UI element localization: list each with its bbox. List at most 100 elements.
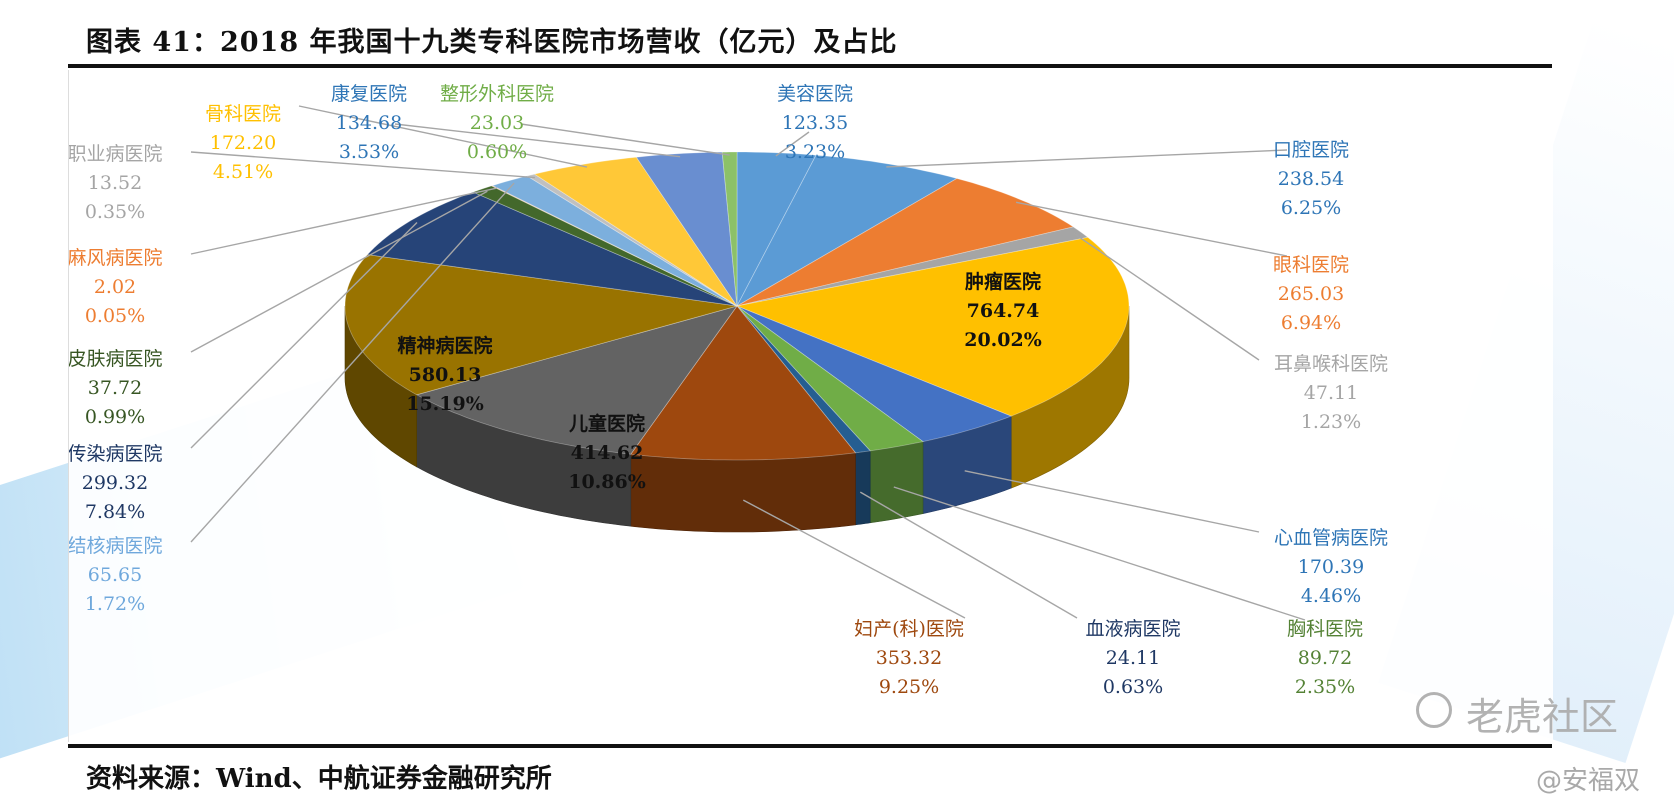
slice-label: 麻风病医院 2.02 0.05% — [69, 247, 163, 327]
chart-area: 美容医院 123.35 3.23% 口腔医院 238.54 6.25% 眼科医院 265.03… — [68, 70, 1553, 742]
slice-5 — [735, 236, 1130, 417]
slice-label-value: 265.03 — [1278, 283, 1344, 305]
slice-label-percent: 0.35% — [85, 201, 145, 223]
leader-line — [298, 105, 588, 168]
slice-label-value: 2.02 — [94, 276, 136, 298]
leader-line — [775, 131, 810, 157]
slice-label-value: 13.52 — [88, 172, 142, 194]
slice-label: 整形外科医院 23.03 0.60% — [440, 83, 554, 163]
slice-label-percent: 10.86% — [568, 471, 646, 493]
slice-label-value: 764.74 — [967, 300, 1040, 322]
slice-label: 结核病医院 65.65 1.72% — [69, 535, 163, 615]
slice-label-value: 580.13 — [409, 364, 482, 386]
slice-label-value: 414.62 — [571, 442, 644, 464]
slice-label-value: 238.54 — [1278, 168, 1344, 190]
leader-lines — [190, 105, 1306, 621]
source-note: 资料来源：Wind、中航证券金融研究所 — [86, 764, 552, 794]
slice-label-value: 89.72 — [1298, 647, 1352, 669]
leader-line — [190, 151, 535, 179]
slice-7 — [736, 305, 924, 452]
slice-10 — [415, 305, 738, 455]
slice-label-name: 整形外科医院 — [440, 83, 554, 105]
slice-side-8 — [855, 450, 871, 526]
slice-label-value: 65.65 — [88, 564, 142, 586]
slice-side-11 — [344, 305, 417, 468]
leader-line — [893, 486, 1306, 621]
slice-label-name: 胸科医院 — [1287, 618, 1363, 640]
slice-label-percent: 2.35% — [1295, 676, 1355, 698]
slice-label-percent: 6.94% — [1281, 312, 1341, 334]
leader-line — [1015, 201, 1288, 257]
slice-label-name: 口腔医院 — [1273, 139, 1349, 161]
slice-1 — [736, 151, 817, 307]
leader-line — [190, 187, 498, 255]
slice-label-value: 24.11 — [1106, 647, 1160, 669]
slice-17 — [533, 156, 738, 307]
slice-6 — [736, 305, 1013, 443]
slice-label: 职业病医院 13.52 0.35% — [69, 143, 163, 223]
slice-label-value: 170.39 — [1298, 556, 1364, 578]
slice-label-name: 妇产(科)医院 — [854, 618, 964, 640]
slice-label-name: 皮肤病医院 — [69, 348, 163, 370]
pie-chart: 美容医院 123.35 3.23% 口腔医院 238.54 6.25% 眼科医院 265.03… — [69, 83, 1388, 698]
slice-label-value: 23.03 — [470, 112, 524, 134]
slice-label-name: 职业病医院 — [69, 143, 163, 165]
slice-side-7 — [869, 441, 924, 524]
slice-label: 心血管病医院 170.39 4.46% — [1274, 527, 1388, 607]
leader-line — [190, 182, 515, 543]
slice-label-name: 传染病医院 — [69, 443, 163, 465]
slice-label-value: 353.32 — [876, 647, 942, 669]
slice-label: 口腔医院 238.54 6.25% — [1273, 139, 1349, 219]
slice-15 — [491, 175, 738, 307]
slice-label: 皮肤病医院 37.72 0.99% — [69, 348, 163, 428]
slice-label: 儿童医院 414.62 10.86% — [568, 412, 646, 493]
slice-label-name: 心血管病医院 — [1274, 527, 1388, 549]
slice-label-name: 麻风病医院 — [69, 247, 163, 269]
slice-label-name: 骨科医院 — [205, 103, 281, 125]
slice-9 — [630, 305, 857, 461]
slice-label: 骨科医院 172.20 4.51% — [205, 103, 281, 183]
leader-line — [1073, 233, 1260, 361]
slice-label: 肿瘤医院 764.74 20.02% — [964, 270, 1042, 351]
slice-label-percent: 0.99% — [85, 406, 145, 428]
figure-title: 图表 41：2018 年我国十九类专科医院市场营收（亿元）及占比 — [86, 27, 898, 58]
slice-19 — [721, 151, 738, 307]
slice-label-value: 172.20 — [210, 132, 276, 154]
slice-label-value: 299.32 — [82, 472, 148, 494]
slice-label: 美容医院 123.35 3.23% — [777, 83, 853, 163]
slice-label-name: 眼科医院 — [1273, 254, 1349, 276]
slice-label-value: 47.11 — [1304, 382, 1358, 404]
bottom-rule — [68, 744, 1552, 748]
slice-label-name: 肿瘤医院 — [965, 270, 1041, 293]
slice-label-percent: 1.23% — [1301, 411, 1361, 433]
slice-label: 眼科医院 265.03 6.94% — [1273, 254, 1349, 334]
slice-side-9 — [630, 452, 856, 533]
slice-label-name: 康复医院 — [331, 83, 407, 105]
leader-line — [964, 470, 1260, 533]
slice-label-name: 精神病医院 — [397, 334, 492, 357]
slice-label-name: 儿童医院 — [568, 412, 645, 435]
watermark-brand: 老虎社区 — [1466, 695, 1619, 739]
slice-label: 胸科医院 89.72 2.35% — [1287, 618, 1363, 698]
slice-label-name: 结核病医院 — [69, 535, 163, 557]
slice-label-percent: 20.02% — [964, 329, 1042, 351]
leader-line — [190, 190, 488, 353]
slice-labels: 美容医院 123.35 3.23% 口腔医院 238.54 6.25% 眼科医院 265.03… — [69, 83, 1388, 698]
slice-label-percent: 4.51% — [213, 161, 273, 183]
slice-12 — [366, 191, 738, 307]
slice-label: 耳鼻喉科医院 47.11 1.23% — [1274, 353, 1388, 433]
slice-label: 精神病医院 580.13 15.19% — [397, 334, 492, 415]
slice-label-percent: 1.72% — [85, 593, 145, 615]
slice-label-percent: 0.63% — [1103, 676, 1163, 698]
slice-label-value: 37.72 — [88, 377, 142, 399]
slice-2 — [736, 154, 958, 308]
slice-11 — [344, 254, 738, 396]
slice-label-percent: 3.53% — [339, 141, 399, 163]
slice-label: 传染病医院 299.32 7.84% — [69, 443, 163, 523]
pie-top-faces — [344, 151, 1130, 461]
slice-label-name: 血液病医院 — [1085, 618, 1180, 640]
slice-label: 血液病医院 24.11 0.63% — [1085, 618, 1180, 698]
slice-label-percent: 0.05% — [85, 305, 145, 327]
watermark-icon — [1416, 692, 1452, 728]
slice-label-percent: 9.25% — [879, 676, 939, 698]
